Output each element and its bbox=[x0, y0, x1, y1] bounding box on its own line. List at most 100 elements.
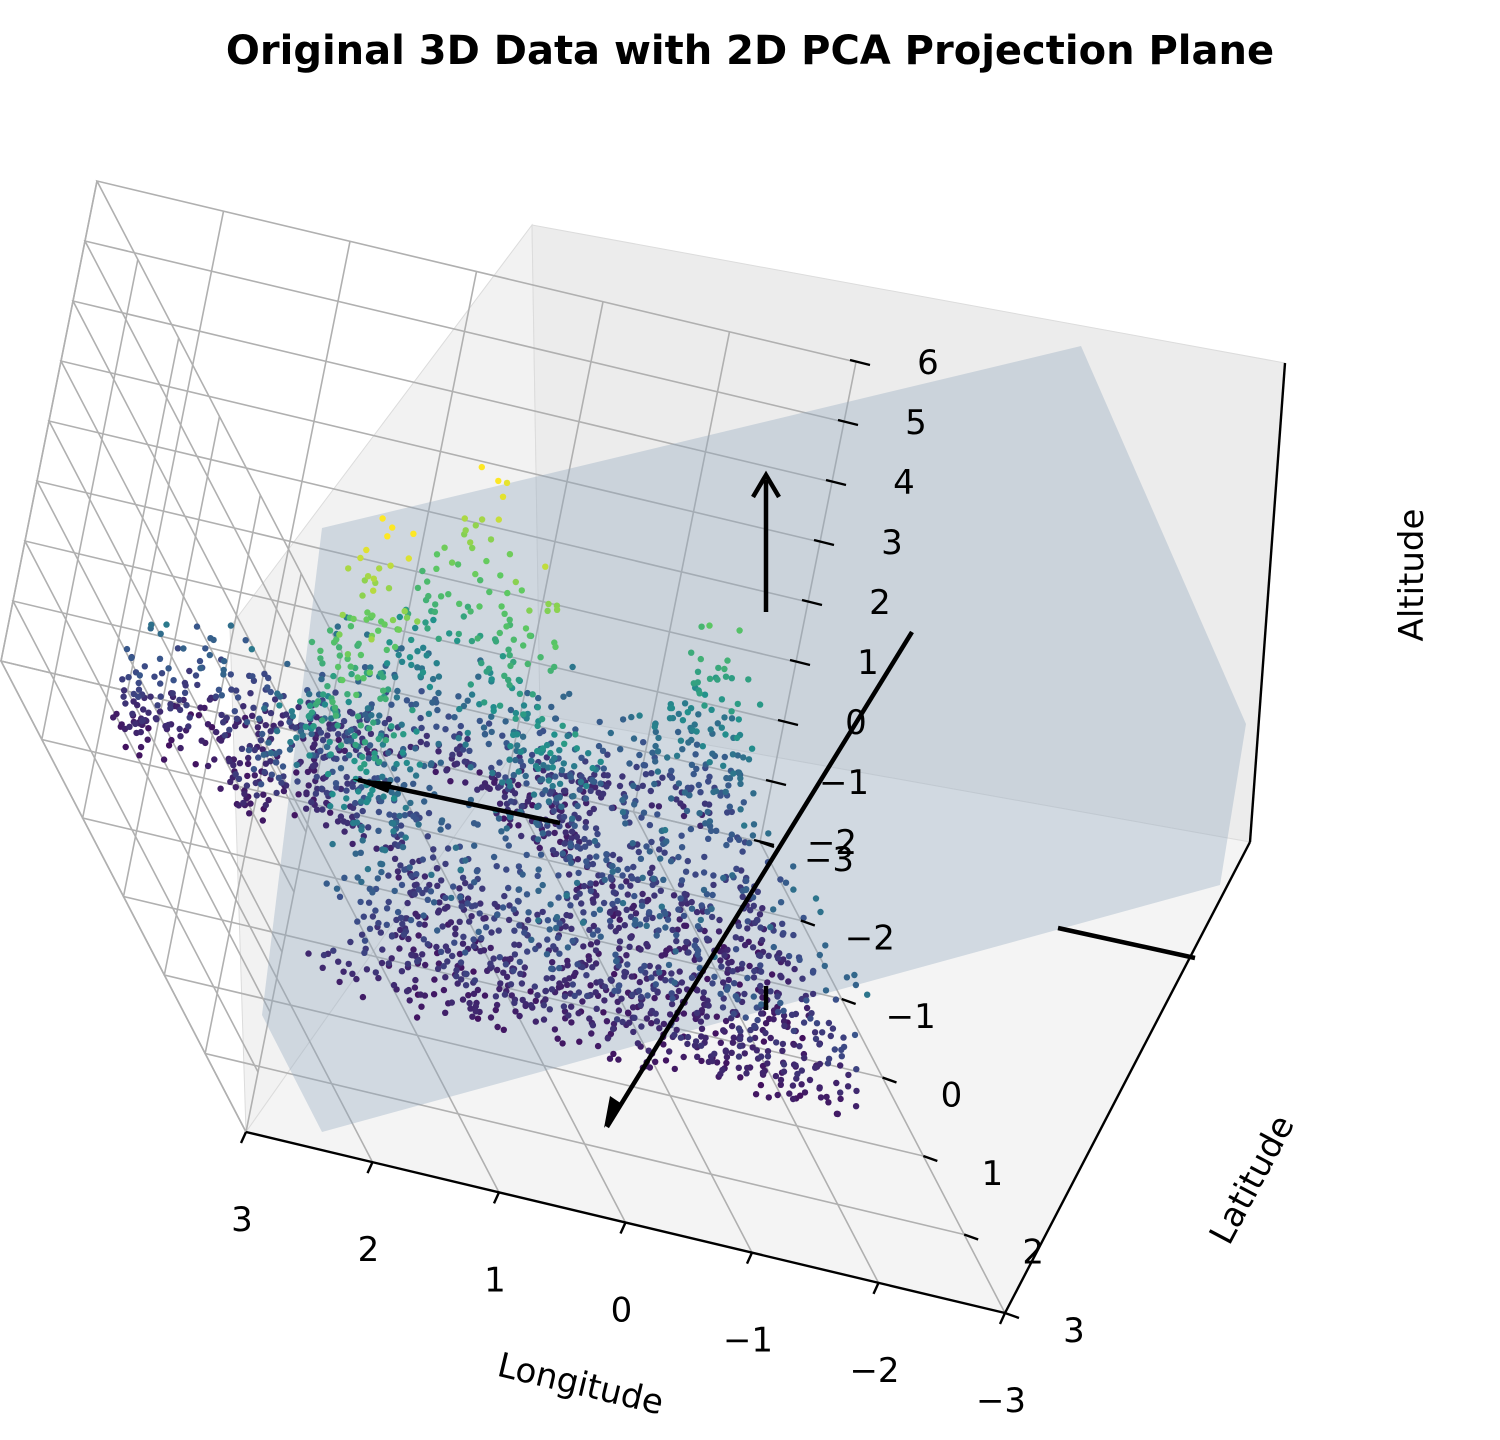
data-point bbox=[635, 848, 642, 856]
data-point bbox=[419, 669, 427, 676]
data-point bbox=[688, 905, 696, 912]
data-point bbox=[675, 710, 682, 718]
data-point bbox=[542, 563, 549, 570]
data-point bbox=[639, 890, 646, 898]
data-point bbox=[552, 643, 559, 651]
data-point bbox=[751, 1023, 759, 1030]
data-point bbox=[609, 900, 616, 908]
data-point bbox=[512, 578, 519, 586]
data-point bbox=[488, 676, 495, 683]
data-point bbox=[673, 937, 680, 945]
data-point bbox=[732, 934, 739, 941]
data-point bbox=[450, 883, 457, 890]
data-point bbox=[516, 1012, 523, 1020]
data-point bbox=[386, 811, 393, 818]
data-point bbox=[615, 983, 622, 990]
data-point bbox=[698, 1057, 705, 1065]
data-point bbox=[246, 810, 253, 817]
data-point bbox=[518, 587, 525, 594]
data-point bbox=[399, 843, 407, 851]
data-point bbox=[474, 1015, 482, 1022]
data-point bbox=[740, 799, 747, 806]
data-point bbox=[852, 981, 860, 989]
data-point bbox=[456, 600, 463, 607]
data-point bbox=[655, 734, 662, 742]
data-point bbox=[410, 946, 417, 953]
data-point bbox=[437, 593, 445, 600]
data-point bbox=[701, 691, 709, 698]
data-point bbox=[832, 996, 840, 1003]
data-point bbox=[319, 691, 327, 698]
data-point bbox=[453, 967, 460, 974]
data-point bbox=[545, 830, 552, 837]
data-point bbox=[735, 716, 742, 723]
data-point bbox=[697, 916, 704, 924]
data-point bbox=[586, 839, 593, 846]
data-point bbox=[230, 762, 237, 769]
data-point bbox=[168, 736, 175, 744]
data-point bbox=[349, 710, 356, 717]
data-point bbox=[546, 926, 553, 933]
data-point bbox=[721, 665, 728, 673]
data-point bbox=[360, 675, 367, 682]
data-point bbox=[706, 622, 713, 629]
data-point bbox=[430, 616, 437, 624]
data-point bbox=[736, 1042, 744, 1050]
data-point bbox=[366, 742, 374, 749]
data-point bbox=[282, 711, 290, 718]
data-point bbox=[478, 934, 485, 942]
data-point bbox=[415, 932, 422, 939]
data-point bbox=[306, 702, 314, 709]
data-point bbox=[542, 996, 549, 1003]
data-point bbox=[361, 739, 369, 746]
data-point bbox=[428, 760, 435, 767]
data-point bbox=[448, 999, 455, 1006]
data-point bbox=[812, 1035, 820, 1043]
data-point bbox=[735, 836, 743, 843]
data-point bbox=[401, 866, 408, 873]
data-point bbox=[383, 646, 390, 654]
data-point bbox=[413, 728, 420, 735]
data-point bbox=[413, 871, 420, 878]
data-point bbox=[519, 733, 527, 740]
data-point bbox=[790, 1027, 797, 1035]
data-point bbox=[607, 976, 614, 983]
data-point bbox=[485, 740, 492, 748]
data-point bbox=[425, 592, 432, 600]
data-point bbox=[767, 923, 774, 931]
data-point bbox=[376, 758, 383, 765]
data-point bbox=[723, 841, 730, 849]
data-point bbox=[674, 926, 681, 933]
x-tick bbox=[366, 1161, 374, 1174]
data-point bbox=[734, 752, 741, 759]
data-point bbox=[347, 938, 354, 946]
data-point bbox=[539, 830, 546, 837]
data-point bbox=[165, 665, 172, 672]
data-point bbox=[712, 1030, 719, 1037]
data-point bbox=[666, 1048, 673, 1055]
data-point bbox=[449, 952, 456, 960]
data-point bbox=[286, 718, 293, 726]
data-point bbox=[635, 987, 643, 994]
data-point bbox=[272, 759, 280, 766]
z-tick bbox=[777, 718, 799, 727]
data-point bbox=[369, 889, 376, 896]
data-point bbox=[745, 676, 752, 683]
data-point bbox=[366, 669, 373, 676]
data-point bbox=[583, 782, 590, 790]
data-point bbox=[471, 842, 478, 849]
data-point bbox=[729, 1039, 737, 1046]
data-point bbox=[735, 1025, 743, 1032]
data-point bbox=[717, 1039, 724, 1047]
data-point bbox=[238, 745, 246, 752]
data-point bbox=[371, 750, 378, 757]
data-point bbox=[318, 785, 325, 792]
data-point bbox=[582, 824, 589, 831]
data-point bbox=[324, 683, 331, 690]
data-point bbox=[424, 896, 431, 903]
data-point bbox=[254, 724, 262, 731]
data-point bbox=[652, 728, 659, 736]
data-point bbox=[240, 703, 247, 710]
data-point bbox=[569, 981, 576, 988]
data-point bbox=[335, 730, 342, 738]
